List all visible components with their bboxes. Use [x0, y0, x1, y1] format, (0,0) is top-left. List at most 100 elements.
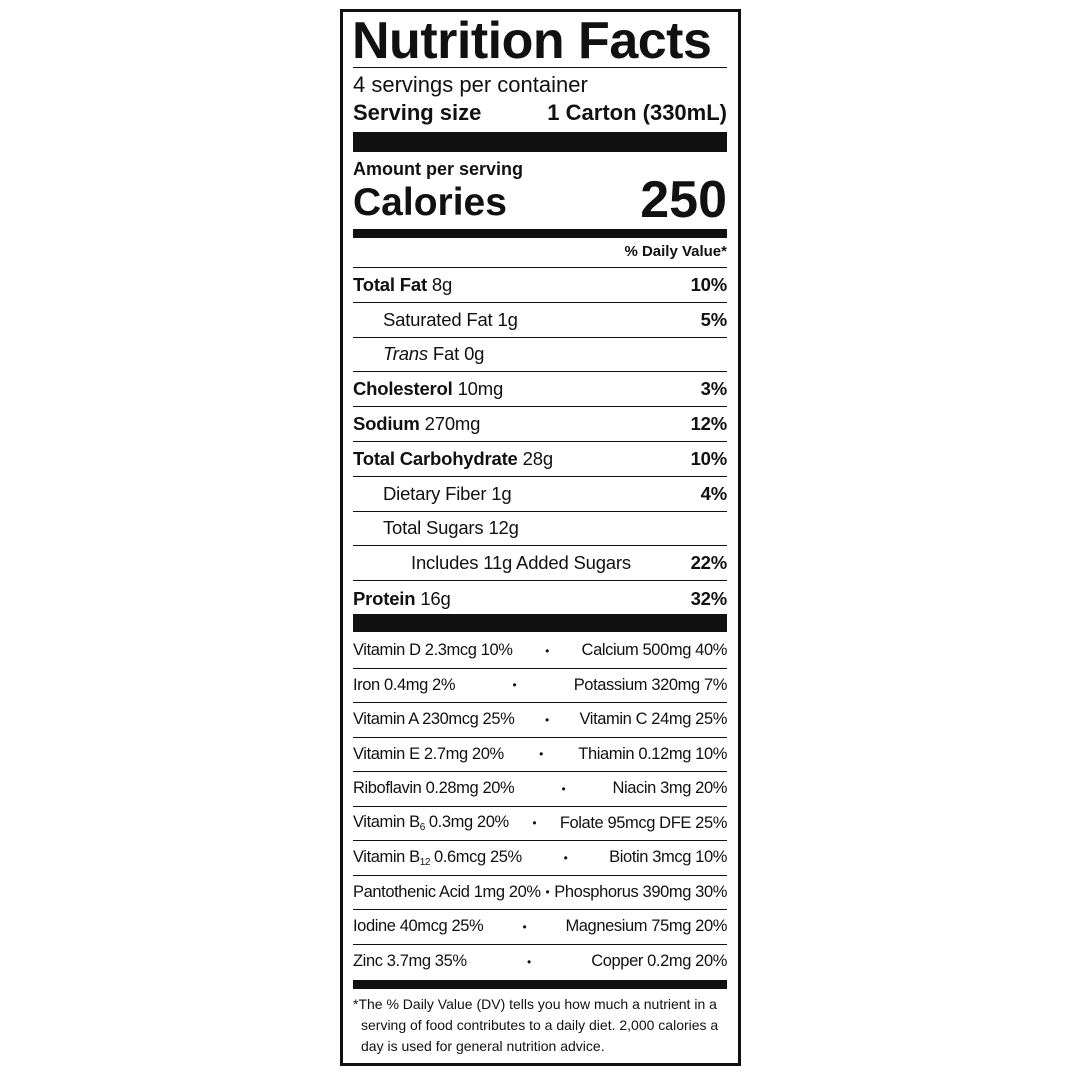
- vitamin-right: Biotin 3mcg 10%: [609, 848, 727, 867]
- nutrient-row: Includes 11g Added Sugars 22%: [353, 546, 728, 582]
- separator: •: [512, 678, 517, 693]
- nutrient-amount: 0g: [464, 343, 485, 365]
- nutrient-row: Cholesterol 10mg 3%: [353, 372, 728, 408]
- separator: •: [545, 643, 549, 658]
- separator: •: [522, 919, 527, 934]
- separator: •: [532, 816, 537, 831]
- vitamin-row: Riboflavin 0.28mg 20% • Niacin 3mg 20%: [353, 772, 727, 807]
- separator: •: [545, 885, 550, 900]
- nutrient-name: Protein: [353, 587, 416, 609]
- vitamin-right: Phosphorus 390mg 30%: [554, 882, 727, 901]
- vitamin-right: Niacin 3mg 20%: [612, 779, 727, 798]
- vitamin-row: Pantothenic Acid 1mg 20% • Phosphorus 390m…: [353, 876, 727, 910]
- thick-bar: [353, 132, 727, 152]
- vitamin-amount: 0.6mcg 25%: [434, 847, 522, 866]
- nutrient-row: Total Carbohydrate 28g 10%: [353, 442, 727, 477]
- vitamin-left: Vitamin E 2.7mg 20%: [353, 744, 504, 763]
- label-border: [340, 9, 741, 1066]
- title: Nutrition Facts: [352, 12, 712, 70]
- vitamin-left: Zinc 3.7mg 35%: [353, 952, 467, 971]
- vitamin-name: Vitamin B: [353, 813, 420, 832]
- nutrient-dv: 12%: [690, 413, 728, 435]
- calories-value: 250: [640, 171, 727, 229]
- separator: •: [527, 954, 531, 969]
- nutrient-dv: 3%: [700, 378, 728, 400]
- servings: 4 servings per container: [353, 72, 588, 97]
- nutrient-amount: 1g: [497, 308, 518, 330]
- nutrient-dv: 10%: [690, 447, 728, 469]
- nutrient-row: Trans Fat 0g: [353, 338, 727, 373]
- nutrient-name: Total Fat: [353, 273, 427, 295]
- nutrient-dv: 4%: [700, 482, 728, 504]
- vitamin-amount: 0.3mg 20%: [428, 813, 509, 832]
- vitamin-right: Folate 95mcg DFE 25%: [559, 813, 728, 832]
- footnote: *The % Daily Value (DV) tells you how mu…: [353, 996, 719, 1054]
- nutrient-name: Dietary Fiber: [383, 482, 487, 504]
- nutrient-dv: 10%: [690, 273, 728, 295]
- nutrient-name: Sodium: [353, 413, 420, 435]
- vitamin-subscript: 12: [419, 856, 431, 868]
- vitamin-row: Vitamin B12 0.6mcg 25% • Biotin 3mcg 10%: [353, 841, 727, 876]
- separator: •: [539, 747, 543, 762]
- vitamin-left: Vitamin D 2.3mcg 10%: [353, 641, 513, 660]
- vitamin-left: Vitamin A 230mcg 25%: [353, 710, 515, 729]
- nutrient-amount: 10mg: [457, 378, 504, 400]
- nutrients: Total Fat 8g 10% Saturated Fat 1g 5% Trans Fa…: [353, 268, 727, 616]
- vitamin-row: Vitamin D 2.3mcg 10% • Calcium 500mg 40%: [353, 634, 727, 669]
- rule: [353, 67, 727, 68]
- serving-size: Serving size 1 Carton (330mL): [353, 99, 727, 127]
- nutrient-row: Protein 16g 32%: [353, 581, 727, 616]
- nutrient-amount: 12g: [488, 517, 519, 539]
- medium-bar: [353, 229, 727, 238]
- vitamin-right: Calcium 500mg 40%: [581, 641, 728, 660]
- vitamin-right: Vitamin C 24mg 25%: [579, 710, 728, 729]
- vitamin-left: Pantothenic Acid 1mg 20%: [353, 882, 541, 901]
- amount-per-serving: Amount per serving: [353, 159, 524, 179]
- calories-label: Calories: [353, 181, 507, 224]
- medium-bar: [353, 980, 727, 989]
- nutrient-name: Cholesterol: [353, 378, 453, 400]
- serving-size-value: 1 Carton (330mL): [547, 100, 727, 125]
- nutrient-amount: 8g: [431, 273, 453, 295]
- vitamin-row: Vitamin A 230mcg 25% • Vitamin C 24mg 25%: [353, 703, 727, 738]
- vitamin-row: Vitamin B6 0.3mg 20% • Folate 95mcg DFE 25%: [353, 807, 728, 841]
- vitamin-name: Vitamin B: [353, 847, 420, 866]
- vitamin-row: Iron 0.4mg 2% • Potassium 320mg 7%: [353, 669, 727, 703]
- vitamins: Vitamin D 2.3mcg 10% • Calcium 500mg 40% Ir…: [353, 634, 727, 979]
- vitamin-left: Iodine 40mcg 25%: [353, 917, 484, 936]
- nutrient-row: Saturated Fat 1g 5%: [353, 303, 727, 338]
- dv-header: % Daily Value*: [624, 243, 727, 260]
- nutrient-name: Total Sugars: [383, 517, 484, 539]
- vitamin-left: Riboflavin 0.28mg 20%: [353, 779, 515, 798]
- vitamin-subscript: 6: [419, 822, 426, 834]
- nutrient-name: Includes 11g Added Sugars: [411, 552, 631, 574]
- nutrient-name: Total Carbohydrate: [353, 447, 518, 469]
- nutrient-amount: 28g: [522, 447, 553, 469]
- nutrient-row: Sodium 270mg 12%: [353, 407, 727, 442]
- vitamin-row: Zinc 3.7mg 35% • Copper 0.2mg 20%: [353, 945, 727, 980]
- nutrient-name-italic: Trans: [383, 343, 428, 365]
- nutrient-dv: 32%: [690, 587, 728, 609]
- rule: [353, 267, 727, 268]
- nutrient-dv: 5%: [700, 308, 728, 330]
- vitamin-left: Vitamin B12 0.6mcg 25%: [353, 848, 522, 868]
- separator: •: [545, 712, 549, 727]
- nutrient-row: Total Fat 8g 10%: [353, 268, 727, 303]
- separator: •: [561, 781, 566, 796]
- nutrient-name: Fat: [432, 343, 460, 365]
- nutrient-amount: 16g: [420, 587, 451, 609]
- nutrient-dv: 22%: [690, 552, 728, 574]
- nutrient-name: Saturated Fat: [383, 308, 493, 330]
- serving-size-label: Serving size: [353, 100, 482, 125]
- calories: Calories 250: [353, 172, 727, 228]
- vitamin-row: Vitamin E 2.7mg 20% • Thiamin 0.12mg 10%: [353, 738, 727, 772]
- vitamin-right: Copper 0.2mg 20%: [591, 952, 727, 971]
- vitamin-row: Iodine 40mcg 25% • Magnesium 75mg 20%: [353, 910, 727, 945]
- nutrient-row: Dietary Fiber 1g 4%: [353, 477, 727, 512]
- vitamin-left: Iron 0.4mg 2%: [353, 675, 456, 694]
- nutrient-row: Total Sugars 12g: [353, 512, 727, 547]
- nutrient-amount: 1g: [491, 482, 512, 504]
- vitamin-right: Thiamin 0.12mg 10%: [578, 744, 727, 763]
- nutrient-amount: 270mg: [424, 413, 481, 435]
